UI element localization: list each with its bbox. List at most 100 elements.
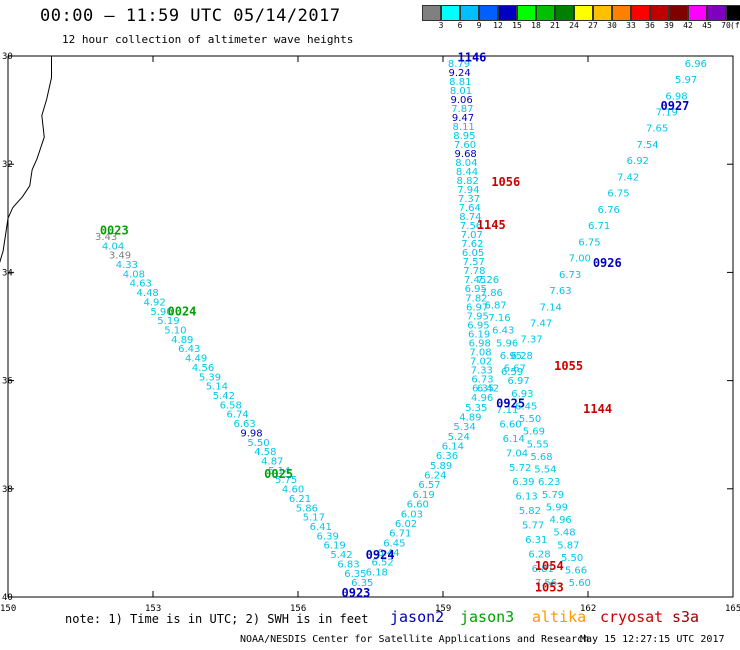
legend-label: 70 — [721, 21, 731, 30]
pass-time-label: 1055 — [554, 359, 583, 373]
mission-cryosat: cryosat — [600, 608, 664, 626]
lon-label: 159 — [435, 604, 451, 614]
legend-swatch — [650, 5, 669, 21]
legend-label: 18 — [531, 21, 541, 30]
wave-height-value: 5.50 — [561, 553, 583, 564]
lon-label: 153 — [145, 604, 161, 614]
wave-height-value: 9.98 — [240, 428, 262, 439]
lon-label: 165 — [725, 604, 740, 614]
lat-label: 36 — [2, 377, 13, 387]
wave-height-value: 6.59 — [501, 367, 523, 378]
wave-height-value: 4.08 — [123, 269, 145, 280]
wave-height-value: 4.92 — [143, 297, 165, 308]
wave-height-value: 6.39 — [512, 477, 534, 488]
wave-height-value: 6.14 — [442, 442, 464, 453]
page-title: 00:00 – 11:59 UTC 05/14/2017 — [40, 6, 341, 26]
wave-height-value: 6.44 — [377, 548, 399, 559]
wave-height-value: 7.00 — [569, 254, 591, 265]
wave-height-value: 7.08 — [469, 347, 491, 358]
wave-height-value: 8.44 — [456, 167, 478, 178]
wave-height-value: 6.21 — [289, 494, 311, 505]
wave-height-value: 6.05 — [462, 248, 484, 259]
legend-swatch — [422, 5, 441, 21]
mission-altika: altika — [532, 608, 587, 626]
pass-time-label: 1145 — [477, 218, 506, 232]
wave-height-value: 5.14 — [268, 466, 290, 477]
wave-height-value: 4.58 — [254, 447, 276, 458]
lat-label: 30 — [2, 52, 13, 62]
legend-swatch — [612, 5, 631, 21]
wave-height-value: 6.92 — [627, 156, 649, 167]
wave-height-value: 5.97 — [675, 75, 697, 86]
wave-height-value: 5.96 — [496, 338, 518, 349]
lat-label: 34 — [2, 268, 13, 278]
wave-height-value: 5.79 — [542, 490, 564, 501]
wave-height-value: 5.90 — [150, 307, 172, 318]
wave-height-value: 5.77 — [522, 520, 544, 531]
wave-height-value: 5.87 — [557, 540, 579, 551]
legend-swatch — [517, 5, 536, 21]
wave-height-value: 8.04 — [455, 158, 477, 169]
wave-height-value: 6.83 — [337, 559, 359, 570]
wave-height-value: 4.56 — [192, 363, 214, 374]
wave-height-value: 7.14 — [540, 302, 562, 313]
wave-height-value: 7.62 — [461, 239, 483, 250]
legend-label: 9 — [476, 21, 482, 30]
credit-line: NOAA/NESDIS Center for Satellite Applica… — [240, 634, 590, 645]
pass-time-label: 0923 — [342, 586, 371, 600]
lon-label: 162 — [580, 604, 596, 614]
lat-label: 38 — [2, 485, 13, 495]
legend-swatch — [574, 5, 593, 21]
wave-height-value: 7.56 — [535, 578, 557, 589]
pass-time-label: 0927 — [661, 99, 690, 113]
legend-label: 30 — [607, 21, 617, 30]
wave-height-value: 7.95 — [467, 311, 489, 322]
wave-height-value: 6.45 — [383, 538, 405, 549]
wave-height-value: 6.95 — [500, 351, 522, 362]
legend-label: 21 — [550, 21, 560, 30]
wave-height-value: 4.60 — [282, 485, 304, 496]
wave-height-value: 4.49 — [185, 354, 207, 365]
wave-height-value: 8.79 — [448, 59, 470, 70]
wave-height-value: 6.19 — [412, 490, 434, 501]
pass-time-label: 0925 — [496, 397, 525, 411]
wave-height-value: 6.35 — [472, 383, 494, 394]
legend-unit: (ft) — [730, 21, 740, 30]
wave-height-value: 6.74 — [227, 410, 249, 421]
wave-height-value: 6.35 — [344, 569, 366, 580]
wave-height-value: 7.56 — [460, 221, 482, 232]
wave-height-value: 7.63 — [549, 286, 571, 297]
legend-swatch — [688, 5, 707, 21]
pass-time-label: 1144 — [583, 402, 612, 416]
wave-height-value: 7.65 — [646, 124, 668, 135]
pass-time-label: 0023 — [100, 224, 129, 238]
wave-height-value: 6.58 — [220, 400, 242, 411]
wave-height-value: 5.10 — [164, 326, 186, 337]
wave-height-value: 8.81 — [449, 77, 471, 88]
legend-swatch — [669, 5, 688, 21]
wave-height-value: 5.69 — [523, 427, 545, 438]
wave-height-value: 4.04 — [102, 241, 124, 252]
wave-height-value: 8.95 — [453, 131, 475, 142]
wave-height-value: 6.23 — [538, 477, 560, 488]
legend-label: 12 — [493, 21, 503, 30]
wave-height-value: 8.74 — [459, 212, 481, 223]
legend-label: 24 — [569, 21, 579, 30]
wave-height-value: 5.19 — [157, 316, 179, 327]
wave-height-value: 4.63 — [130, 279, 152, 290]
lon-label: 156 — [290, 604, 306, 614]
map-frame — [7, 55, 734, 598]
wave-height-value: 6.96 — [685, 59, 707, 70]
lat-label: 32 — [2, 160, 13, 170]
wave-height-value: 6.43 — [492, 326, 514, 337]
wave-height-value: 7.42 — [617, 172, 639, 183]
wave-height-value: 6.60 — [499, 419, 521, 430]
wave-height-value: 5.72 — [509, 463, 531, 474]
wave-height-value: 7.45 — [464, 275, 486, 286]
footnote: note: 1) Time is in UTC; 2) SWH is in fe… — [65, 612, 369, 626]
wave-height-value: 7.04 — [506, 448, 528, 459]
mission-s3a: s3a — [672, 608, 700, 626]
pass-time-label: 0025 — [264, 467, 293, 481]
pass-time-label: 1053 — [535, 581, 564, 595]
